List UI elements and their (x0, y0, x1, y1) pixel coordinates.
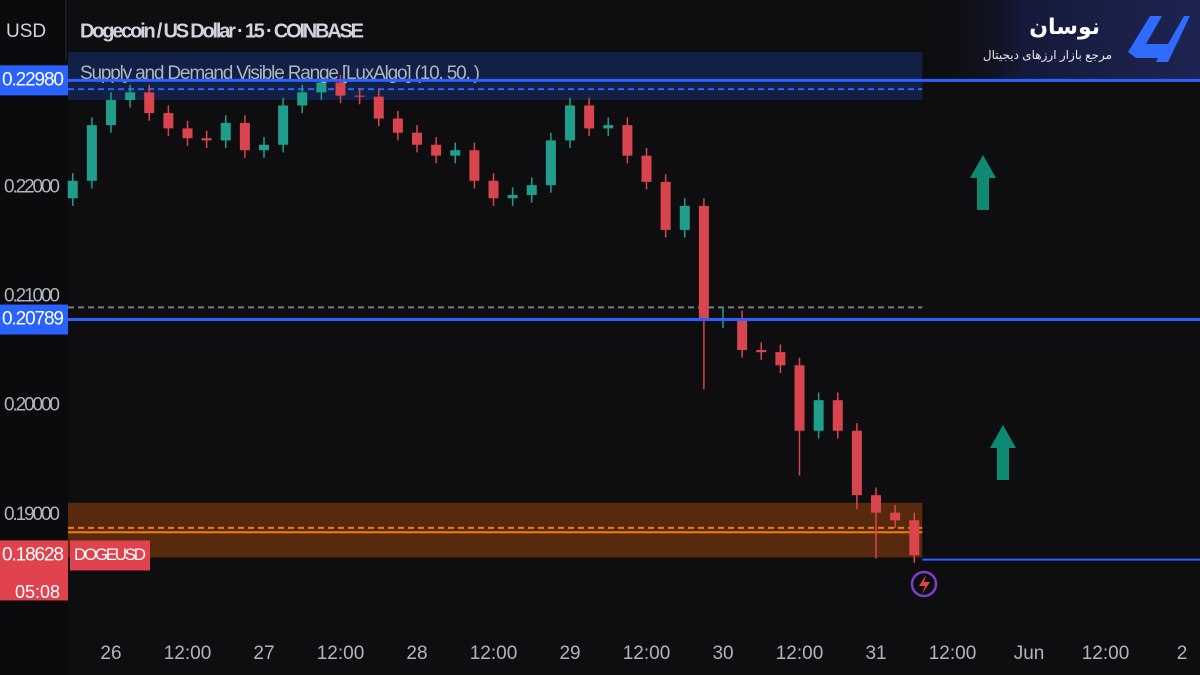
candle-body (756, 349, 767, 353)
candle-body (622, 125, 633, 156)
brand-bg (930, 0, 1200, 80)
x-tick-label: 2 (1177, 643, 1188, 664)
candle-body (603, 125, 614, 129)
price-label: 0.20789 (2, 309, 64, 330)
candle-body (182, 128, 193, 139)
y-tick-label: 0.22000 (4, 176, 60, 197)
price-label: 0.18628 (2, 544, 64, 565)
brand-logo (1128, 16, 1190, 62)
candle-body (297, 92, 308, 106)
candle-body (316, 82, 327, 93)
brand-name: نوسان (1029, 14, 1100, 40)
candle-body (851, 430, 862, 496)
x-tick-label: 12:00 (1082, 643, 1130, 664)
candle-body (832, 400, 843, 431)
candle-body (775, 352, 786, 366)
candle-body (412, 132, 423, 145)
candle-body (890, 512, 901, 521)
candle-body (106, 99, 117, 126)
x-tick-label: 26 (100, 643, 121, 664)
candle-body (220, 122, 231, 141)
candle-body (335, 82, 346, 96)
candle-body (660, 181, 671, 230)
arrow-up (990, 425, 1016, 480)
candle-body (526, 185, 537, 195)
x-tick-label: 12:00 (776, 643, 824, 664)
candle-body (86, 125, 97, 181)
candle-body (278, 105, 289, 145)
candle-body (163, 113, 174, 129)
x-tick-label: 12:00 (623, 643, 671, 664)
x-tick-label: 28 (406, 643, 427, 664)
brand-tagline: مرجع بازار ارزهای دیجیتال (983, 48, 1112, 63)
symbol-tag-bg (70, 540, 150, 571)
candle-body (488, 180, 499, 199)
y-tick-label: 0.20000 (4, 395, 60, 416)
candle-body (125, 92, 136, 100)
candle-body (794, 365, 805, 431)
candle-body (565, 105, 576, 141)
candle-body (67, 180, 78, 199)
candle-body (469, 150, 480, 181)
candle-body (259, 144, 270, 151)
zone (68, 502, 923, 558)
candle-body (373, 96, 384, 119)
x-tick-label: 27 (253, 643, 274, 664)
y-tick-label: 0.19000 (4, 504, 60, 525)
candle-body (641, 155, 652, 182)
plot-area (67, 51, 1200, 563)
x-tick-label: 12:00 (317, 643, 365, 664)
x-tick-label: 30 (712, 643, 733, 664)
countdown: 05:08 (15, 582, 60, 602)
price-label-bg (0, 304, 68, 335)
indicator-name: Supply and Demand Visible Range [LuxAlgo… (80, 63, 480, 84)
candle-body (144, 92, 155, 114)
candle-body (737, 318, 748, 350)
arrow-up (970, 155, 996, 210)
x-tick-label: Jun (1014, 643, 1045, 664)
candle-body (813, 400, 824, 431)
candle-body (354, 95, 365, 97)
price-label-bg (0, 65, 68, 96)
price-label: 0.22980 (2, 69, 64, 90)
price-label-bg (0, 540, 68, 601)
alert-icon (910, 570, 938, 598)
symbol-tag: DOGEUSD (74, 545, 146, 564)
candle-body (871, 495, 882, 513)
candle-body (201, 138, 212, 141)
chart-title: Dogecoin / US Dollar · 15 · COINBASE (80, 20, 364, 42)
candle-body (239, 122, 250, 151)
candle-body (507, 194, 518, 199)
y-tick-label: 0.21000 (4, 286, 60, 307)
x-tick-label: 31 (865, 643, 886, 664)
x-tick-label: 12:00 (470, 643, 518, 664)
candle-body (584, 105, 595, 129)
candle-body (909, 520, 920, 556)
zone (68, 51, 923, 100)
candle-body (392, 118, 403, 133)
currency: USD (6, 21, 46, 42)
x-tick-label: 29 (559, 643, 580, 664)
candle-body (679, 205, 690, 230)
candle-body (698, 205, 709, 321)
x-tick-label: 12:00 (929, 643, 977, 664)
candle-body (545, 140, 556, 186)
candle-body (450, 150, 461, 156)
x-tick-label: 12:00 (164, 643, 212, 664)
candle-body (431, 144, 442, 156)
